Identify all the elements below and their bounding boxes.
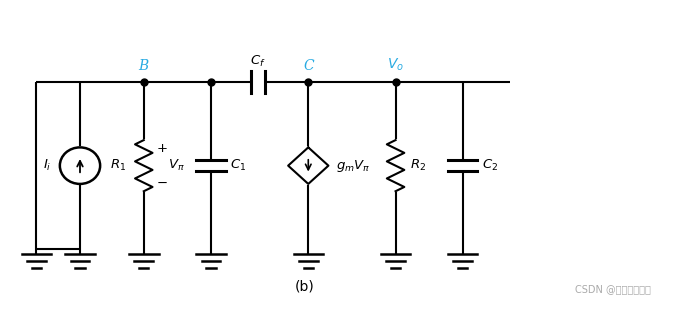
Text: $-$: $-$ — [156, 176, 167, 189]
Text: CSDN @爱寂小的时光: CSDN @爱寂小的时光 — [575, 284, 651, 294]
Text: $+$: $+$ — [156, 142, 167, 155]
Text: B: B — [139, 60, 149, 73]
Text: $g_m V_\pi$: $g_m V_\pi$ — [336, 158, 371, 174]
Text: $R_2$: $R_2$ — [410, 158, 427, 173]
Text: $I_i$: $I_i$ — [43, 158, 52, 173]
Text: $V_\pi$: $V_\pi$ — [168, 158, 185, 173]
Text: $V_o$: $V_o$ — [387, 57, 404, 73]
Text: (b): (b) — [295, 280, 315, 294]
Text: $C_1$: $C_1$ — [230, 158, 246, 173]
Text: $C_2$: $C_2$ — [481, 158, 498, 173]
Text: C: C — [303, 60, 313, 73]
Text: $R_1$: $R_1$ — [110, 158, 127, 173]
Text: $C_f$: $C_f$ — [250, 53, 266, 69]
